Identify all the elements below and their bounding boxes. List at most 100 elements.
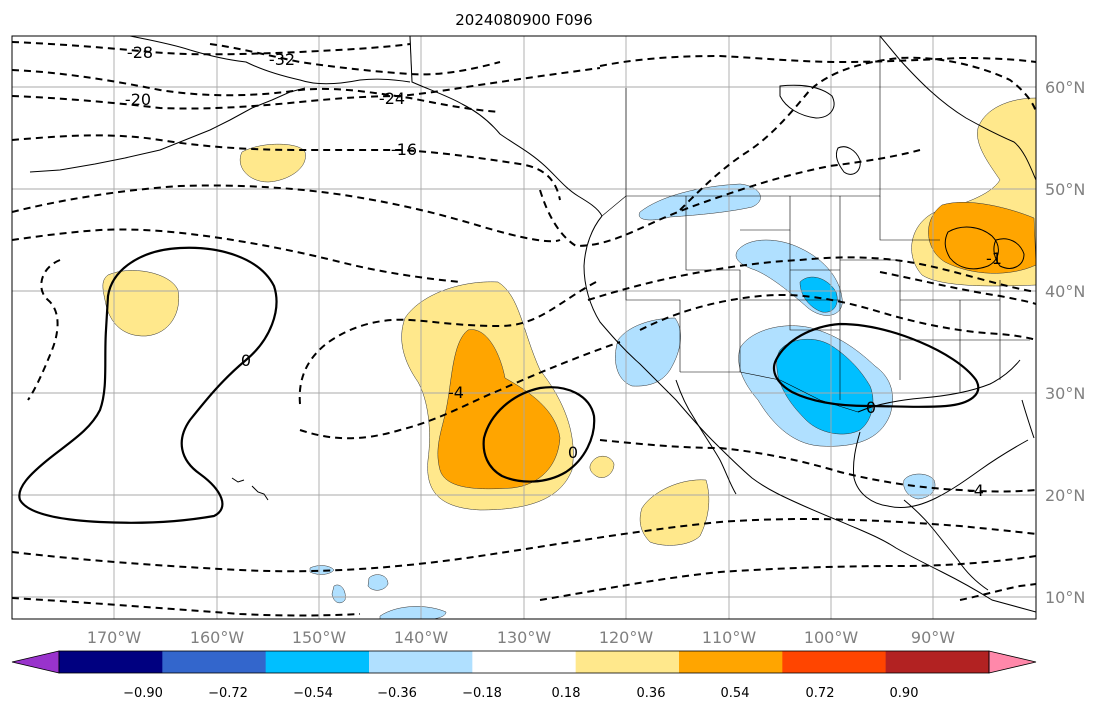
lat-label: 50°N xyxy=(1045,180,1085,199)
shade-blue-texas xyxy=(776,339,874,435)
lat-label: 60°N xyxy=(1045,78,1085,97)
colorbar-segment xyxy=(575,651,680,673)
contour-label: -20 xyxy=(125,90,151,109)
contour--24 xyxy=(12,67,601,110)
colorbar-segment xyxy=(472,651,577,673)
lon-label: 100°W xyxy=(804,628,859,647)
arctic-island-2 xyxy=(835,146,861,175)
shade-lightblue-gulf xyxy=(903,473,936,500)
colorbar-tick-label: 0.72 xyxy=(806,686,835,701)
colorbar xyxy=(11,650,1037,674)
mexico-south xyxy=(903,499,989,591)
shade-orange-east xyxy=(928,202,1036,274)
contour-label: 0 xyxy=(241,351,251,370)
shade-yellow-small-1 xyxy=(589,456,615,478)
colorbar-segment xyxy=(59,651,163,673)
shade-blue-colorado xyxy=(799,276,838,313)
longitude-labels: 170°W 160°W 150°W 140°W 130°W 120°W 110°… xyxy=(87,628,955,647)
shade-lightblue-small-4 xyxy=(379,606,447,619)
colorbar-tick-label: 0.54 xyxy=(721,686,750,701)
colorbar-extend-high xyxy=(988,650,1037,674)
contour-canada-1 xyxy=(539,149,921,248)
lat-label: 20°N xyxy=(1045,486,1085,505)
contours xyxy=(12,41,1036,617)
hawaii-2 xyxy=(251,485,269,501)
aleutian-islands xyxy=(29,87,306,173)
shade-yellow-alaska xyxy=(240,143,306,183)
contour-upper-mid xyxy=(12,184,561,243)
contour-label: 0 xyxy=(568,443,578,462)
contour-mid-1 xyxy=(298,279,601,405)
lon-label: 110°W xyxy=(702,628,757,647)
great-lakes-2 xyxy=(993,238,1025,269)
latitude-labels: 60°N 50°N 40°N 30°N 20°N 10°N xyxy=(1045,78,1085,607)
hawaii-1 xyxy=(231,477,245,483)
colorbar-labels: −0.90 −0.72 −0.54 −0.36 −0.18 0.18 0.36 … xyxy=(123,686,918,701)
lat-label: 30°N xyxy=(1045,384,1085,403)
hudson-bay xyxy=(879,36,1036,181)
contour-east-1 xyxy=(879,271,1036,305)
contour-canada-3 xyxy=(679,56,1036,211)
colorbar-segment xyxy=(265,651,370,673)
contour-label: -4 xyxy=(968,481,984,500)
lon-label: 150°W xyxy=(292,628,347,647)
contour-east-2 xyxy=(959,583,1036,601)
contour-us-south xyxy=(639,293,1036,341)
contour-labels: -28 -32 -20 -24 -16 0 -4 0 0 -4 -1 xyxy=(125,43,1002,500)
great-lakes xyxy=(944,226,999,270)
shade-lightblue-small-2 xyxy=(331,584,346,604)
contour-south-1 xyxy=(599,439,1036,493)
map-title: 2024080900 F096 xyxy=(455,11,592,29)
contour--20 xyxy=(12,69,501,113)
contour-us-mid xyxy=(587,256,1036,301)
contour--16 xyxy=(12,134,561,201)
colorbar-extend-low xyxy=(11,650,60,674)
colorbar-segment xyxy=(369,651,473,673)
west-coast xyxy=(583,215,1036,613)
colorbar-tick-label: −0.54 xyxy=(293,686,333,701)
lon-label: 170°W xyxy=(87,628,142,647)
contour-label: -4 xyxy=(448,383,464,402)
lat-label: 40°N xyxy=(1045,282,1085,301)
gulf-to-florida xyxy=(857,359,1021,413)
colorbar-tick-label: −0.72 xyxy=(208,686,248,701)
map-frame xyxy=(11,35,1037,620)
alaska-peninsula xyxy=(129,36,411,85)
contour-label: -24 xyxy=(379,89,405,108)
colorbar-segment xyxy=(885,651,990,673)
florida xyxy=(1021,399,1035,439)
shade-lightblue-california xyxy=(615,317,681,387)
lon-label: 160°W xyxy=(190,628,245,647)
contour--32 xyxy=(209,43,501,76)
shade-lightblue-small-1 xyxy=(309,565,335,575)
shade-orange-central-pacific xyxy=(437,329,561,490)
contour-west-loop xyxy=(12,228,461,283)
contour--4 xyxy=(299,341,621,440)
shade-yellow-pacific-west xyxy=(102,270,179,337)
colorbar-segment xyxy=(782,651,887,673)
alaska-coast xyxy=(409,36,603,217)
colorbar-tick-label: 0.36 xyxy=(637,686,666,701)
colorbar-segment xyxy=(679,651,783,673)
contour-label: -1 xyxy=(986,249,1002,268)
colorbar-tick-label: −0.36 xyxy=(377,686,417,701)
baja-california xyxy=(675,379,737,495)
lon-label: 130°W xyxy=(497,628,552,647)
colorbar-tick-label: −0.18 xyxy=(462,686,502,701)
contour-south-3 xyxy=(539,555,1036,601)
arctic-islands xyxy=(779,84,835,119)
contour-label: -16 xyxy=(391,140,417,159)
lon-label: 120°W xyxy=(599,628,654,647)
contour-label: 0 xyxy=(866,398,876,417)
map-area: -28 -32 -20 -24 -16 0 -4 0 0 -4 -1 xyxy=(12,36,1036,619)
coastlines xyxy=(29,36,1036,613)
shade-lightblue-small-3 xyxy=(367,574,389,591)
contour-south-4 xyxy=(12,597,361,617)
lat-label: 10°N xyxy=(1045,588,1085,607)
colorbar-frame xyxy=(58,650,990,674)
contour-zero-east xyxy=(772,322,980,408)
lon-label: 90°W xyxy=(911,628,955,647)
shade-yellow-south xyxy=(639,479,710,546)
colorbar-tick-label: 0.90 xyxy=(890,686,919,701)
